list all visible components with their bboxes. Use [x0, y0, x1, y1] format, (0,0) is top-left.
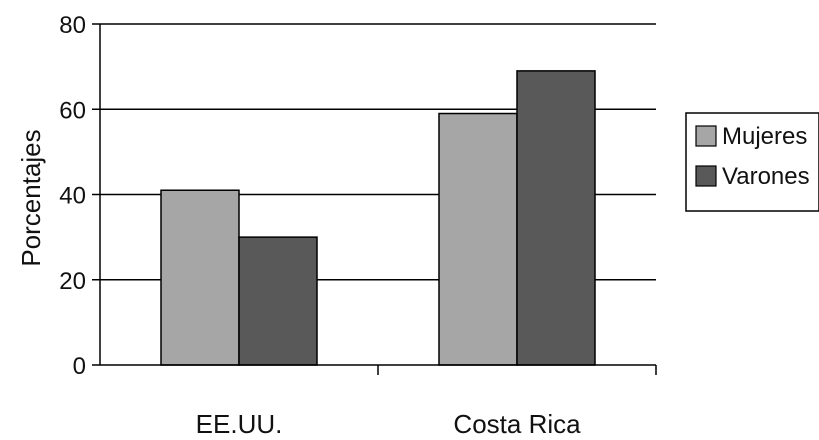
y-axis-label: Porcentajes [16, 129, 46, 266]
bar-varones-0 [238, 236, 318, 366]
y-tick-label: 60 [59, 97, 86, 124]
legend-label-varones: Varones [722, 163, 810, 190]
y-tick-label: 80 [59, 12, 86, 39]
bar-mujeres-1 [438, 112, 518, 366]
bars [160, 70, 596, 366]
x-tick-label: Costa Rica [453, 409, 581, 439]
bar-mujeres-0 [160, 189, 240, 366]
bar-varones-1 [516, 70, 596, 366]
x-tick-labels: EE.UU. Costa Rica [196, 365, 657, 439]
legend-swatch-mujeres [695, 125, 717, 147]
y-tick-label: 0 [73, 353, 86, 380]
x-tick-label: EE.UU. [196, 409, 283, 439]
y-tick-label: 20 [59, 268, 86, 295]
y-tick-label: 40 [59, 183, 86, 210]
legend-swatch-varones [695, 165, 717, 187]
y-tick-labels: 0 20 40 60 80 [59, 12, 86, 380]
legend: Mujeres Varones [685, 112, 819, 212]
legend-label-mujeres: Mujeres [722, 123, 807, 150]
